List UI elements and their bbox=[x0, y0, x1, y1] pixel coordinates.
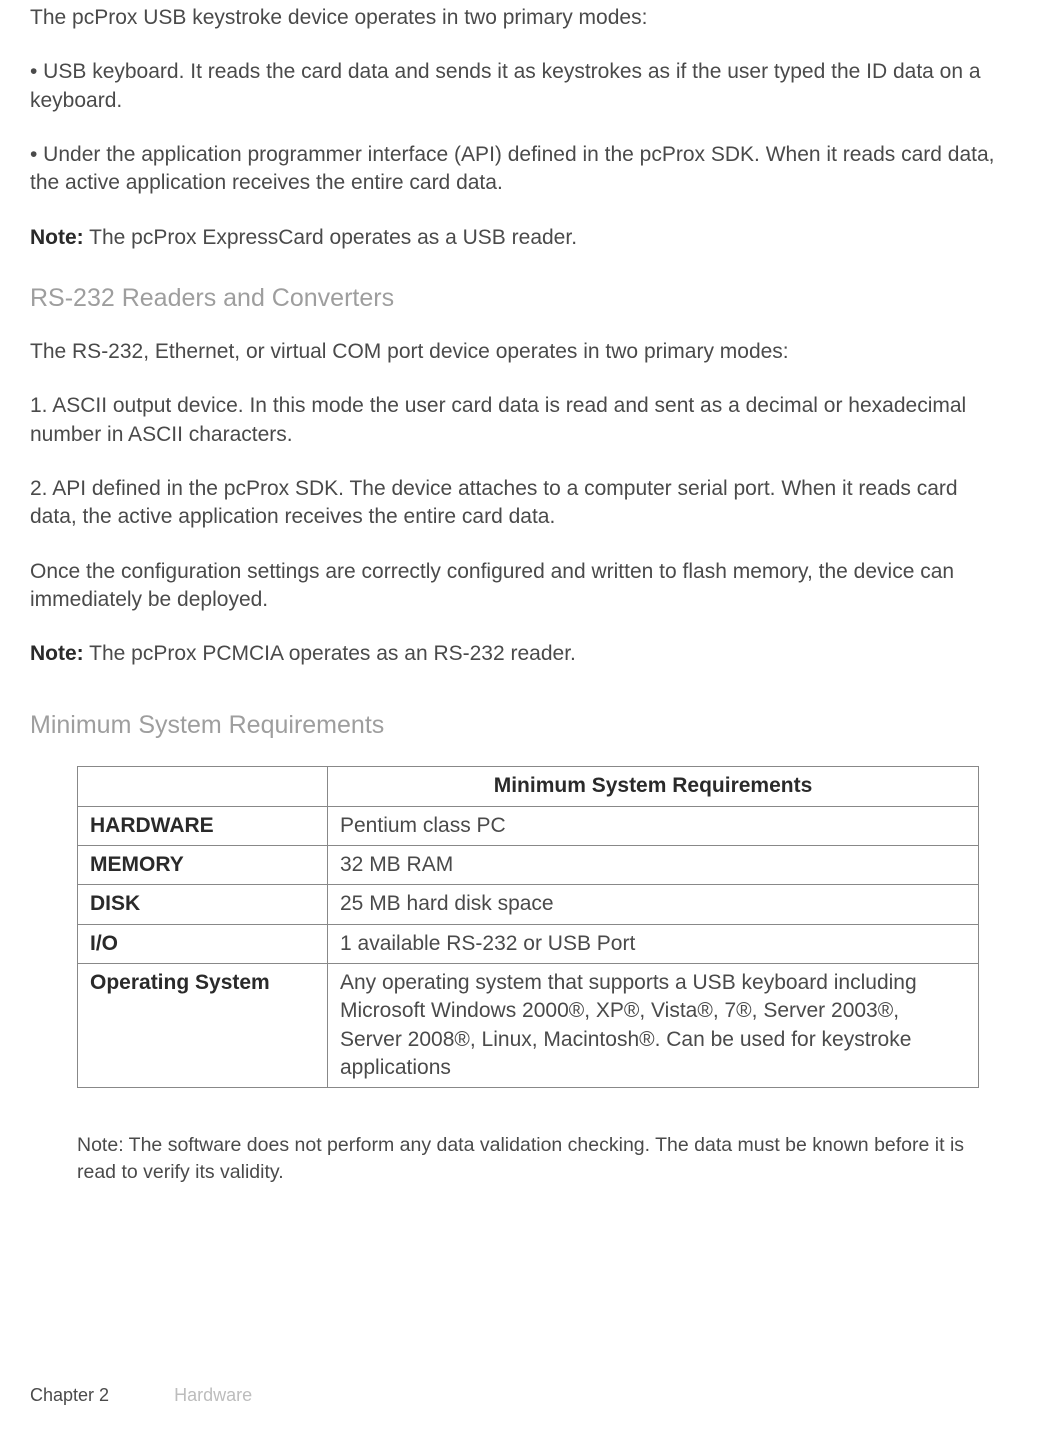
rs232-item-1: 1. ASCII output device. In this mode the… bbox=[30, 392, 1010, 449]
table-label: HARDWARE bbox=[78, 806, 328, 845]
note-1-text: The pcProx ExpressCard operates as a USB… bbox=[84, 226, 577, 249]
minreq-table: Minimum System Requirements HARDWARE Pen… bbox=[77, 766, 979, 1088]
table-row: DISK 25 MB hard disk space bbox=[78, 885, 979, 924]
page-footer: Chapter 2 Hardware bbox=[30, 1383, 252, 1407]
minreq-footnote: Note: The software does not perform any … bbox=[77, 1132, 979, 1185]
table-title: Minimum System Requirements bbox=[328, 767, 979, 806]
intro-paragraph: The pcProx USB keystroke device operates… bbox=[30, 4, 1010, 32]
table-row: I/O 1 available RS-232 or USB Port bbox=[78, 924, 979, 963]
footer-chapter: Chapter 2 bbox=[30, 1385, 109, 1405]
table-row: Operating System Any operating system th… bbox=[78, 964, 979, 1088]
table-label: DISK bbox=[78, 885, 328, 924]
table-label: I/O bbox=[78, 924, 328, 963]
table-value: 25 MB hard disk space bbox=[328, 885, 979, 924]
note-2: Note: The pcProx PCMCIA operates as an R… bbox=[30, 640, 1010, 668]
rs232-after: Once the configuration settings are corr… bbox=[30, 558, 1010, 615]
table-value: Pentium class PC bbox=[328, 806, 979, 845]
minreq-table-wrap: Minimum System Requirements HARDWARE Pen… bbox=[77, 766, 979, 1088]
rs232-intro: The RS-232, Ethernet, or virtual COM por… bbox=[30, 338, 1010, 366]
table-header-empty bbox=[78, 767, 328, 806]
bullet-1: • USB keyboard. It reads the card data a… bbox=[30, 58, 1010, 115]
note-1-label: Note: bbox=[30, 226, 84, 249]
rs232-item-2: 2. API defined in the pcProx SDK. The de… bbox=[30, 475, 1010, 532]
note-2-label: Note: bbox=[30, 642, 84, 665]
table-label: MEMORY bbox=[78, 846, 328, 885]
table-value: 1 available RS-232 or USB Port bbox=[328, 924, 979, 963]
bullet-2: • Under the application programmer inter… bbox=[30, 141, 1010, 198]
page: The pcProx USB keystroke device operates… bbox=[0, 4, 1040, 1437]
note-1: Note: The pcProx ExpressCard operates as… bbox=[30, 224, 1010, 252]
footer-section: Hardware bbox=[174, 1385, 252, 1405]
table-value: Any operating system that supports a USB… bbox=[328, 964, 979, 1088]
table-row: MEMORY 32 MB RAM bbox=[78, 846, 979, 885]
table-header-row: Minimum System Requirements bbox=[78, 767, 979, 806]
table-label: Operating System bbox=[78, 964, 328, 1088]
heading-rs232: RS-232 Readers and Converters bbox=[30, 282, 1010, 316]
table-value: 32 MB RAM bbox=[328, 846, 979, 885]
heading-minreq: Minimum System Requirements bbox=[30, 709, 1010, 743]
note-2-text: The pcProx PCMCIA operates as an RS-232 … bbox=[84, 642, 576, 665]
table-row: HARDWARE Pentium class PC bbox=[78, 806, 979, 845]
